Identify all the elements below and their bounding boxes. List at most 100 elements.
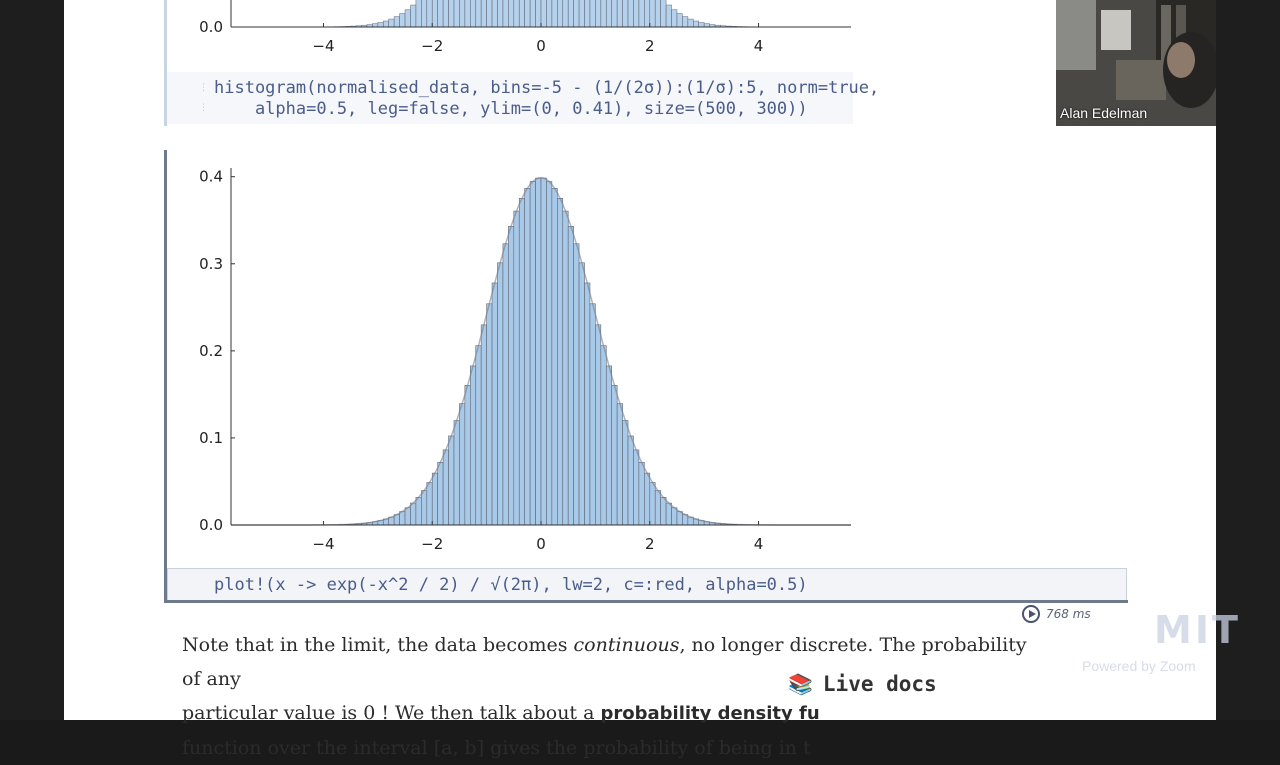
histogram-bar (677, 14, 682, 27)
histogram-bar (623, 0, 628, 27)
histogram-bar (672, 10, 677, 27)
histogram-bar (410, 5, 415, 27)
histogram-bar (557, 0, 562, 27)
cell-divider (164, 600, 1128, 603)
histogram-bar (644, 0, 649, 27)
histogram-bar (514, 0, 519, 27)
histogram-bar (655, 491, 660, 525)
live-docs-label: Live docs (823, 672, 937, 696)
histogram-code-line-1[interactable]: histogram(normalised_data, bins=-5 - (1/… (214, 78, 879, 98)
y-tick-label: 0.0 (199, 18, 223, 36)
book-icon: 📚 (788, 672, 813, 696)
histogram-bar (378, 23, 383, 27)
prose-bold: probability density fu (600, 703, 819, 724)
histogram-bar (541, 178, 546, 525)
run-cell-icon[interactable] (1022, 605, 1040, 623)
histogram-bar (557, 198, 562, 525)
histogram-bar (655, 0, 660, 27)
histogram-bar (427, 0, 432, 27)
histogram-bar (497, 263, 502, 525)
histogram-bar (454, 421, 459, 525)
x-tick-label: 2 (645, 37, 655, 55)
histogram-bar (530, 0, 535, 27)
prose-text: Note that in the limit, the data becomes (182, 634, 574, 656)
histogram-bar (672, 508, 677, 525)
histogram-bar (541, 0, 546, 27)
histogram-bar (579, 0, 584, 27)
histogram-bar (416, 497, 421, 525)
histogram-bar (595, 0, 600, 27)
histogram-bar (536, 178, 541, 525)
histogram-bar (459, 404, 464, 525)
histogram-bar (650, 483, 655, 525)
histogram-bar (443, 450, 448, 525)
histogram-bar (639, 0, 644, 27)
x-tick-label: −4 (312, 535, 334, 553)
x-tick-label: 0 (536, 37, 546, 55)
histogram-bar (465, 385, 470, 525)
prose-emphasis: continuous (574, 634, 680, 656)
x-tick-label: −4 (312, 37, 334, 55)
histogram-bar (590, 0, 595, 27)
histogram-bar (666, 5, 671, 27)
plot-code-line[interactable]: plot!(x -> exp(-x^2 / 2) / √(2π), lw=2, … (214, 575, 808, 595)
histogram-bar (617, 0, 622, 27)
histogram-bar (606, 366, 611, 525)
histogram-bar (514, 211, 519, 525)
histogram-bar (476, 346, 481, 525)
histogram-bar (438, 462, 443, 525)
histogram-bar (568, 226, 573, 525)
histogram-bar (530, 182, 535, 525)
histogram-bar (623, 421, 628, 525)
histogram-bar (405, 508, 410, 525)
histogram-bar (405, 10, 410, 27)
histogram-bar (590, 304, 595, 525)
histogram-bar (546, 0, 551, 27)
histogram-bar (487, 304, 492, 525)
histogram-bar (481, 325, 486, 525)
y-tick-label: 0.0 (199, 516, 223, 534)
histogram-bar (666, 503, 671, 525)
y-tick-label: 0.1 (199, 429, 223, 447)
x-tick-label: 0 (536, 535, 546, 553)
histogram-bar (481, 0, 486, 27)
histogram-bar (421, 0, 426, 27)
histogram-bar (633, 450, 638, 525)
histogram-bar (427, 483, 432, 525)
histogram-bar (394, 17, 399, 27)
cell-drag-handle[interactable]: ⋮ (199, 83, 208, 93)
histogram-bar (459, 0, 464, 27)
histogram-bar (595, 325, 600, 525)
histogram-bar (682, 17, 687, 27)
mit-logo: MIT (1154, 608, 1241, 652)
histogram-bar (519, 198, 524, 525)
participant-video[interactable]: Alan Edelman (1056, 0, 1216, 126)
participant-name: Alan Edelman (1060, 105, 1147, 121)
cell-run-status[interactable]: 768 ms (1022, 603, 1091, 625)
histogram-bar (519, 0, 524, 27)
histogram-bar (563, 0, 568, 27)
histogram-bar (552, 188, 557, 525)
histogram-bar (432, 0, 437, 27)
histogram-bar (585, 0, 590, 27)
histogram-bar (585, 283, 590, 525)
histogram-bar (650, 0, 655, 27)
histogram-bar (492, 283, 497, 525)
histogram-bar (383, 21, 388, 27)
histogram-bar (454, 0, 459, 27)
x-tick-label: 4 (754, 37, 764, 55)
histogram-bar (661, 497, 666, 525)
histogram-bar (438, 0, 443, 27)
histogram-bar (699, 23, 704, 27)
live-docs-button[interactable]: 📚 Live docs (782, 664, 988, 704)
x-tick-label: 2 (645, 535, 655, 553)
histogram-bar (606, 0, 611, 27)
histogram-bar (508, 226, 513, 525)
histogram-code-line-2[interactable]: alpha=0.5, leg=false, ylim=(0, 0.41), si… (214, 99, 808, 119)
cell-drag-handle[interactable]: ⋮ (199, 103, 208, 113)
histogram-bar (574, 0, 579, 27)
histogram-bar (465, 0, 470, 27)
histogram-bar (574, 244, 579, 525)
